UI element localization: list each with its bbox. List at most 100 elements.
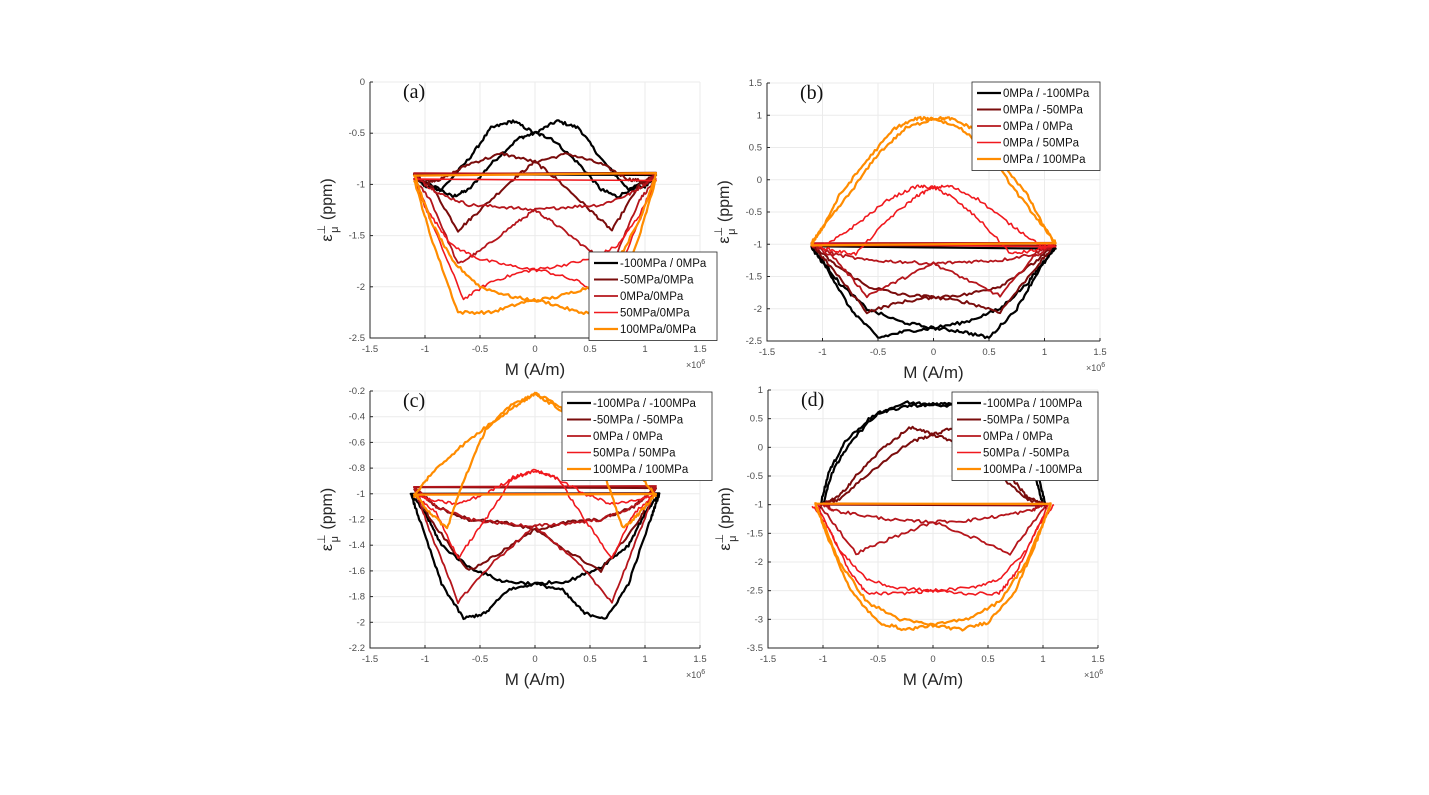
series-line-3 [413,178,657,301]
x-tick-label: -0.5 [870,347,886,358]
y-tick-label: -0.8 [349,463,365,474]
y-tick-label: -1.6 [349,566,365,577]
panel-letter: (a) [403,81,425,103]
y-tick-label: -1.4 [349,540,365,551]
y-tick-label: -2 [754,304,762,315]
legend-entry-0: -100MPa / 0MPa [620,258,707,270]
legend-entry-4: 100MPa/0MPa [620,324,697,336]
series-line-3 [810,184,1057,256]
x-tick-label: 1 [1040,654,1045,665]
legend-entry-3: 50MPa / -50MPa [983,448,1070,460]
y-tick-label: -3 [755,614,763,625]
panel-c: -1.5 -1 -0.5 0 0.5 1 1.5 -2.2 -2 -1.8 -1.6 -1.4 -1.2… [316,386,713,689]
y-tick-label: 1 [758,385,763,396]
x-tick-label: -0.5 [870,654,886,665]
series-line-0 [810,245,1057,340]
series-curves [811,400,1055,632]
legend-entry-3: 50MPa / 50MPa [593,448,676,460]
y-tick-label: -1.8 [349,592,365,603]
legend-entry-2: 0MPa / 0MPa [983,431,1053,443]
x-tick-label: -1 [421,654,429,665]
legend-entry-0: 0MPa / -100MPa [1003,88,1090,100]
series-curves [412,119,658,315]
legend: -100MPa / -100MPa -50MPa / -50MPa 0MPa / 0… [561,391,713,481]
x-tick-label: 1.5 [1091,654,1104,665]
legend: -100MPa / 0MPa -50MPa/0MPa 0MPa/0MPa 50MPa/… [588,251,718,341]
y-tick-label: -2.5 [747,586,763,597]
y-tick-label: -2.2 [349,643,365,654]
panel-a: -1.5 -1 -0.5 0 0.5 1 1.5 -2.5 -2 -1.5 -1 -0.5 0 ×106 M… [316,77,718,379]
y-tick-label: -0.4 [349,412,365,423]
x-tick-label: -1 [818,347,826,358]
series-line-2 [413,485,657,605]
legend-entry-1: -50MPa / 50MPa [983,415,1070,427]
y-tick-label: -0.2 [349,386,365,397]
series-line-4 [412,172,658,315]
legend-entry-0: -100MPa / -100MPa [593,398,697,410]
y-tick-label: -2.5 [349,333,365,344]
legend-entry-4: 100MPa / -100MPa [983,464,1083,476]
y-tick-label: -1.5 [747,528,763,539]
x-exponent-label: ×106 [686,669,705,680]
x-axis-label: M (A/m) [505,670,565,689]
y-tick-label: 0.5 [749,143,762,154]
legend-entry-2: 0MPa / 0MPa [593,431,663,443]
x-tick-label: 1 [642,654,647,665]
x-tick-label: 1.5 [1093,347,1106,358]
y-tick-label: -2.5 [746,336,762,347]
legend: -100MPa / 100MPa -50MPa / 50MPa 0MPa / 0MP… [951,391,1099,481]
legend-entry-1: -50MPa/0MPa [620,275,694,287]
y-tick-label: -2 [357,617,365,628]
x-tick-label: 1.5 [693,344,706,355]
panel-letter: (d) [801,389,824,411]
y-tick-label: 1 [757,110,762,121]
x-tick-label: -1 [819,654,827,665]
y-tick-label: -0.5 [747,471,763,482]
legend-entry-4: 0MPa / 100MPa [1003,154,1086,166]
legend-entry-2: 0MPa/0MPa [620,291,684,303]
x-tick-label: -1 [421,344,429,355]
legend-entry-4: 100MPa / 100MPa [593,464,689,476]
legend-entry-1: -50MPa / -50MPa [593,415,684,427]
x-tick-label: 1.5 [693,654,706,665]
y-tick-label: -1 [755,500,763,511]
x-tick-label: -1.5 [759,347,775,358]
x-tick-label: 0.5 [982,347,995,358]
x-tick-label: 0 [532,654,537,665]
x-tick-label: 0 [930,654,935,665]
series-line-1 [413,486,657,573]
x-exponent-label: ×106 [1086,362,1105,373]
legend-entry-3: 0MPa / 50MPa [1003,138,1080,150]
x-axis-label: M (A/m) [505,360,565,379]
y-tick-label: -0.5 [349,128,365,139]
y-tick-label: -2 [755,557,763,568]
y-axis-label: ε⊥μ (ppm) [316,488,341,551]
y-tick-label: -2 [357,282,365,293]
x-tick-label: -1.5 [760,654,776,665]
series-curves [409,391,661,621]
y-tick-label: 0 [360,77,365,88]
y-tick-label: -1.2 [349,515,365,526]
y-tick-label: -1.5 [349,231,365,242]
x-tick-label: -1.5 [362,654,378,665]
panel-d: -1.5 -1 -0.5 0 0.5 1 1.5 -3.5 -3 -2.5 -2 -1.5 -1 -0.5… [714,385,1105,689]
y-tick-label: -0.6 [349,437,365,448]
legend-entry-3: 50MPa/0MPa [620,308,690,320]
y-tick-label: 0 [758,442,763,453]
x-exponent-label: ×106 [686,359,705,370]
panel-letter: (c) [403,390,425,412]
x-tick-label: 0 [931,347,936,358]
y-tick-label: 0 [757,175,762,186]
y-axis-label: ε⊥μ (ppm) [714,487,739,550]
legend-entry-1: 0MPa / -50MPa [1003,105,1083,117]
y-tick-label: -1 [357,489,365,500]
x-exponent-label: ×106 [1084,669,1103,680]
series-line-4 [814,501,1052,632]
legend-entry-2: 0MPa / 0MPa [1003,121,1073,133]
x-tick-label: 0 [532,344,537,355]
x-tick-label: 1 [642,344,647,355]
legend-entry-0: -100MPa / 100MPa [983,398,1083,410]
x-tick-label: 0.5 [981,654,994,665]
x-tick-label: 1 [1042,347,1047,358]
